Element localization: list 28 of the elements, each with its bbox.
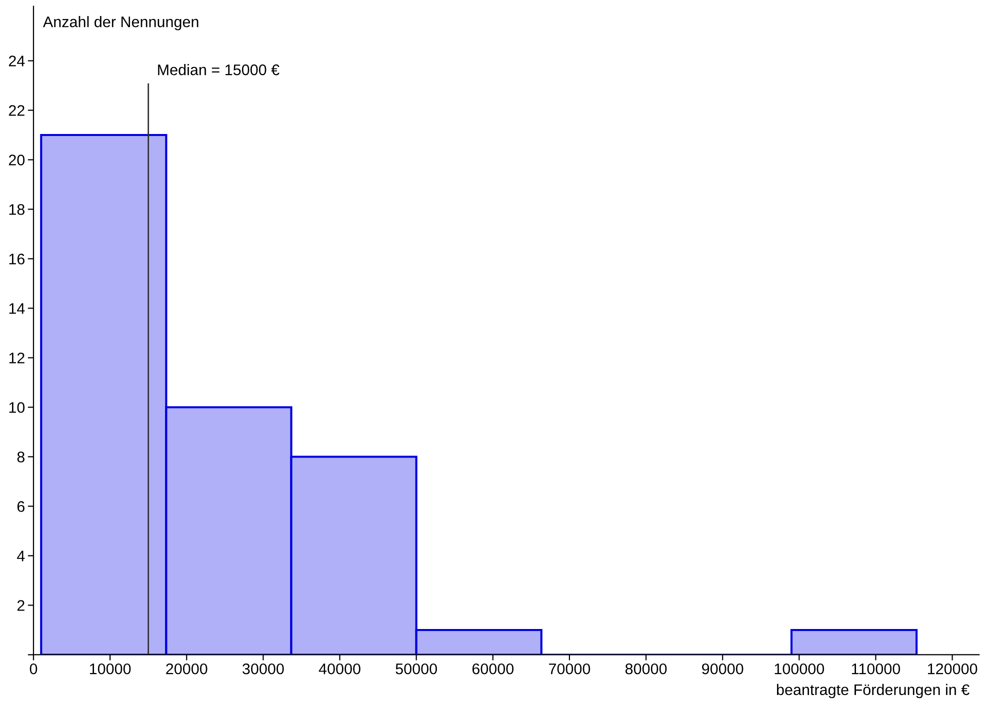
x-tick-label: 110000 [852,663,900,674]
x-tick-label: 30000 [242,663,284,674]
x-tick-label: 70000 [549,663,590,674]
y-tick-label: 20 [8,154,25,166]
y-tick-label: 14 [9,303,25,314]
y-axis-title: Anzahl der Nennungen [42,16,198,30]
x-tick-label: 100000 [774,663,824,674]
y-tick-label: 18 [9,204,24,215]
x-tick-label: 0 [30,663,38,674]
y-tick-label: 8 [17,452,24,462]
y-tick-label: 24 [8,56,25,66]
x-tick-label: 90000 [702,663,744,674]
x-tick-label: 10000 [90,663,131,674]
y-tick-label: 12 [9,352,24,364]
x-tick-label: 40000 [318,663,360,674]
y-tick-label: 10 [9,402,25,413]
y-tick-label: 6 [17,501,24,512]
ref-line-label: Median = 15000 € [158,64,280,76]
x-tick-label: 60000 [472,663,514,674]
x-tick-label: 80000 [625,663,667,674]
y-tick-label: 4 [17,550,25,562]
y-tick-label: 16 [9,254,24,264]
y-tick-label: 22 [8,105,24,116]
x-tick-label: 50000 [396,663,437,674]
x-tick-label: 120000 [928,663,978,674]
x-tick-label: 20000 [166,663,208,674]
y-tick-label: 2 [17,600,24,611]
x-axis-title: beantragte Förderungen in € [776,684,970,698]
